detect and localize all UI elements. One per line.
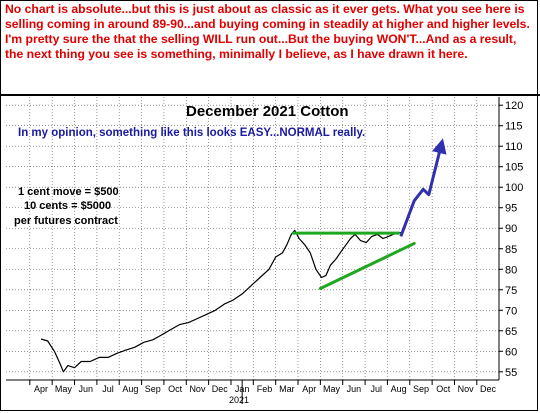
y-tick-label-13: 120 xyxy=(505,100,523,112)
x-tick-label-5: Sep xyxy=(145,384,161,394)
y-tick-label-5: 80 xyxy=(505,264,517,276)
y-tick-label-1: 60 xyxy=(505,346,517,358)
x-tick-label-2: Jun xyxy=(78,384,93,394)
x-axis-ticks: Apr May Jun Jul Aug Sep Oct Nov Dec Jan Feb Mar Apr M… xyxy=(29,380,497,404)
projection-path xyxy=(399,138,447,237)
x-tick-label-10: Feb xyxy=(257,384,273,394)
x-tick-label-18: Oct xyxy=(436,384,451,394)
y-tick-label-11: 110 xyxy=(505,141,523,153)
grid xyxy=(6,97,499,380)
price-line-0 xyxy=(40,229,404,373)
x-tick-label-4: Aug xyxy=(122,384,138,394)
y-tick-label-4: 75 xyxy=(505,285,517,297)
header-commentary: No chart is absolute...but this is just … xyxy=(5,2,530,61)
y-tick-label-6: 85 xyxy=(505,244,517,256)
trend-lines xyxy=(292,231,416,291)
opinion-annotation: In my opinion, something like this looks… xyxy=(18,127,365,139)
x-tick-label-6: Oct xyxy=(168,384,183,394)
chart-title: December 2021 Cotton xyxy=(186,103,349,120)
x-tick-label-17: Sep xyxy=(413,384,429,394)
y-tick-label-3: 70 xyxy=(505,305,517,317)
support-trend-line xyxy=(318,241,416,291)
header-divider xyxy=(0,94,540,96)
x-tick-label-8: Dec xyxy=(212,384,229,394)
x-tick-label-7: Nov xyxy=(189,384,206,394)
x-tick-label-1: May xyxy=(55,384,73,394)
x-tick-label-11: Mar xyxy=(279,384,295,394)
contract-note-line3: per futures contract xyxy=(14,215,118,227)
x-tick-label-0: Apr xyxy=(34,384,48,394)
x-tick-label-15: Jul xyxy=(370,384,382,394)
y-tick-label-8: 95 xyxy=(505,203,517,215)
axes xyxy=(6,97,500,381)
y-tick-label-0: 55 xyxy=(505,367,517,379)
contract-note-line1: 1 cent move = $500 xyxy=(18,186,119,198)
projection-arrow xyxy=(399,138,447,237)
y-tick-label-10: 105 xyxy=(505,162,523,174)
y-tick-label-12: 115 xyxy=(505,121,523,133)
year-label: 2021 xyxy=(229,395,249,405)
x-tick-label-12: Apr xyxy=(302,384,316,394)
contract-note-line2: 10 cents = $5000 xyxy=(24,200,111,212)
x-tick-label-14: Jun xyxy=(347,384,362,394)
y-tick-label-7: 90 xyxy=(505,223,517,235)
y-axis-ticks: 55 60 65 70 75 80 85 90 95 100 105 110 115 120 xyxy=(499,100,523,379)
price-series xyxy=(40,229,404,373)
x-tick-label-20: Dec xyxy=(480,384,497,394)
y-tick-label-2: 65 xyxy=(505,326,517,338)
x-tick-label-19: Nov xyxy=(458,384,475,394)
x-tick-label-16: Aug xyxy=(391,384,407,394)
x-tick-label-13: May xyxy=(323,384,341,394)
x-tick-label-3: Jul xyxy=(102,384,114,394)
y-tick-label-9: 100 xyxy=(505,182,523,194)
